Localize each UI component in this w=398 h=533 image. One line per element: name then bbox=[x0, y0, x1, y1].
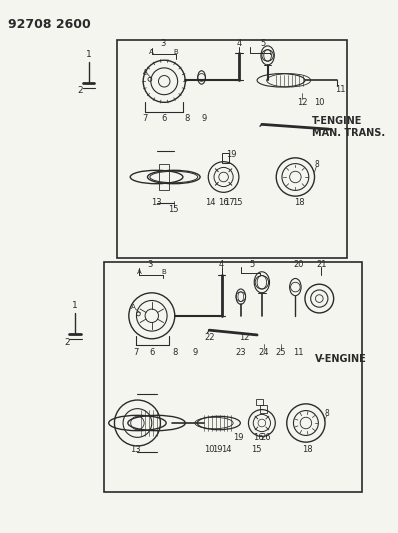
Text: 4: 4 bbox=[219, 260, 224, 269]
Text: 15: 15 bbox=[251, 445, 261, 454]
Text: 3: 3 bbox=[147, 260, 152, 269]
Text: 4: 4 bbox=[236, 39, 242, 49]
Text: 13: 13 bbox=[151, 198, 162, 207]
Bar bbox=[117, 40, 347, 259]
Bar bbox=[104, 262, 362, 492]
Text: 92708 2600: 92708 2600 bbox=[8, 18, 91, 31]
Text: A: A bbox=[137, 269, 142, 275]
Text: 17: 17 bbox=[224, 198, 235, 207]
Text: B: B bbox=[174, 49, 178, 54]
Text: 20: 20 bbox=[293, 260, 304, 269]
Text: 9: 9 bbox=[192, 348, 197, 357]
Text: 7: 7 bbox=[142, 114, 148, 123]
Text: 26: 26 bbox=[260, 433, 271, 442]
Text: 14: 14 bbox=[205, 198, 215, 207]
Text: 15: 15 bbox=[232, 198, 242, 207]
Text: 12: 12 bbox=[297, 98, 307, 107]
Text: 10: 10 bbox=[314, 98, 324, 107]
Text: 19: 19 bbox=[233, 433, 243, 442]
Text: 8: 8 bbox=[172, 348, 178, 357]
Text: T-ENGINE: T-ENGINE bbox=[312, 117, 362, 126]
Bar bbox=[222, 153, 229, 163]
Bar bbox=[260, 405, 267, 414]
Text: A: A bbox=[149, 49, 154, 54]
Text: 23: 23 bbox=[236, 348, 246, 357]
Text: 22: 22 bbox=[204, 333, 215, 342]
Text: 5: 5 bbox=[250, 260, 255, 269]
Text: 21: 21 bbox=[316, 260, 326, 269]
Text: 24: 24 bbox=[259, 348, 269, 357]
Text: 3: 3 bbox=[160, 39, 166, 49]
Text: 16: 16 bbox=[218, 198, 229, 207]
Text: 2: 2 bbox=[77, 86, 83, 95]
Text: 11: 11 bbox=[293, 348, 304, 357]
Text: 18: 18 bbox=[294, 198, 304, 207]
Text: 8: 8 bbox=[325, 409, 329, 418]
Text: 7: 7 bbox=[133, 348, 138, 357]
Text: 14: 14 bbox=[221, 445, 232, 454]
Text: 6: 6 bbox=[162, 114, 167, 123]
Text: 5: 5 bbox=[260, 39, 265, 49]
Text: 1: 1 bbox=[86, 50, 92, 59]
Text: 9: 9 bbox=[202, 114, 207, 123]
Text: 8: 8 bbox=[185, 114, 190, 123]
Text: 18: 18 bbox=[302, 445, 313, 454]
Text: V-ENGINE: V-ENGINE bbox=[314, 354, 366, 364]
Text: 15: 15 bbox=[169, 205, 179, 214]
Text: 6: 6 bbox=[149, 348, 154, 357]
Text: 8: 8 bbox=[314, 160, 319, 169]
Bar bbox=[160, 164, 169, 190]
Text: 16: 16 bbox=[253, 433, 263, 442]
Text: 25: 25 bbox=[276, 348, 286, 357]
Text: 19: 19 bbox=[212, 445, 222, 454]
Text: 12: 12 bbox=[239, 333, 250, 342]
Text: A: A bbox=[143, 69, 148, 75]
Bar bbox=[256, 399, 263, 405]
Text: 11: 11 bbox=[335, 85, 345, 94]
Text: 13: 13 bbox=[130, 445, 141, 454]
Text: 19: 19 bbox=[226, 150, 236, 159]
Text: B: B bbox=[161, 269, 166, 275]
Text: A: A bbox=[131, 304, 136, 310]
Text: MAN. TRANS.: MAN. TRANS. bbox=[312, 128, 385, 138]
Text: 10: 10 bbox=[204, 445, 215, 454]
Text: 1: 1 bbox=[72, 301, 78, 310]
Text: 2: 2 bbox=[65, 338, 70, 347]
